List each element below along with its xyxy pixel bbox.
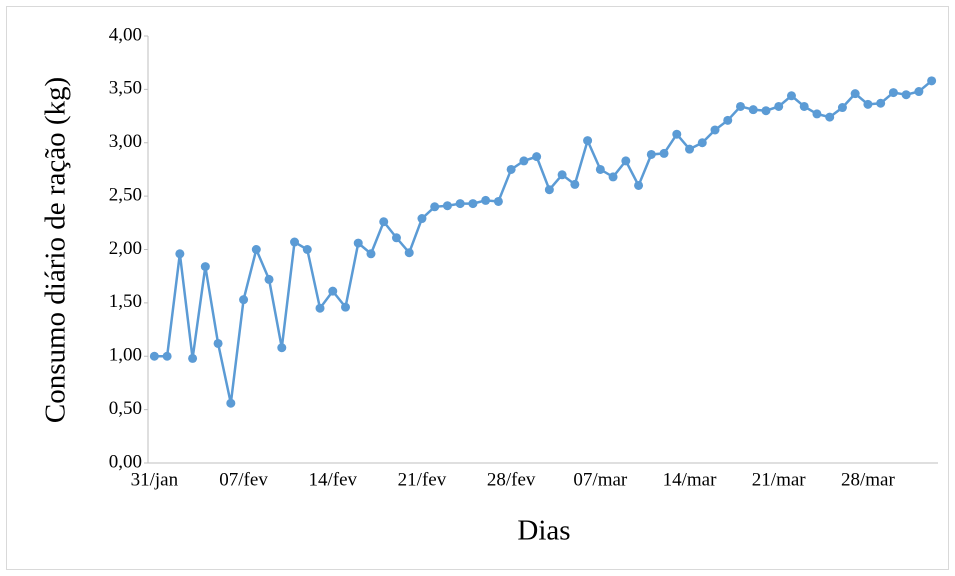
marker bbox=[608, 172, 618, 182]
marker bbox=[532, 152, 542, 162]
marker bbox=[200, 262, 210, 272]
x-tick-label: 28/mar bbox=[841, 469, 895, 490]
marker bbox=[761, 106, 771, 116]
y-tick-label: 0,00 bbox=[109, 451, 142, 472]
marker bbox=[353, 238, 363, 248]
marker bbox=[621, 156, 631, 166]
marker bbox=[901, 90, 911, 100]
marker bbox=[659, 148, 669, 158]
x-axis-title: Dias bbox=[517, 515, 570, 547]
marker bbox=[188, 353, 198, 363]
marker bbox=[863, 99, 873, 109]
chart-frame bbox=[6, 6, 949, 570]
marker bbox=[162, 351, 172, 361]
marker bbox=[417, 214, 427, 224]
marker bbox=[634, 180, 644, 190]
marker bbox=[774, 101, 784, 111]
marker bbox=[786, 91, 796, 101]
marker bbox=[544, 185, 554, 195]
marker bbox=[506, 164, 516, 174]
x-tick-label: 07/fev bbox=[219, 469, 268, 490]
marker bbox=[685, 144, 695, 154]
marker bbox=[914, 87, 924, 97]
marker bbox=[646, 149, 656, 159]
marker bbox=[723, 115, 733, 125]
y-tick-label: 1,50 bbox=[109, 291, 142, 312]
marker bbox=[404, 248, 414, 258]
marker bbox=[799, 101, 809, 111]
marker bbox=[710, 125, 720, 135]
marker bbox=[481, 195, 491, 205]
x-tick-label: 14/mar bbox=[663, 469, 717, 490]
marker bbox=[672, 129, 682, 139]
marker bbox=[251, 245, 261, 254]
marker bbox=[583, 136, 593, 146]
marker bbox=[442, 201, 452, 211]
marker bbox=[876, 98, 886, 108]
y-tick-label: 3,00 bbox=[109, 131, 142, 152]
y-tick-label: 2,50 bbox=[109, 184, 142, 205]
marker bbox=[239, 295, 249, 305]
marker bbox=[493, 196, 503, 206]
marker bbox=[302, 245, 312, 254]
marker bbox=[391, 233, 401, 243]
marker bbox=[888, 88, 898, 98]
marker bbox=[455, 199, 465, 209]
marker bbox=[837, 103, 847, 113]
marker bbox=[328, 286, 338, 296]
marker bbox=[226, 398, 236, 408]
marker bbox=[557, 170, 567, 180]
marker bbox=[315, 303, 325, 313]
marker bbox=[927, 76, 937, 86]
marker bbox=[277, 343, 287, 353]
y-axis-title: Consumo diário de ração (kg) bbox=[40, 77, 72, 423]
x-tick-label: 14/fev bbox=[308, 469, 357, 490]
marker bbox=[570, 179, 580, 189]
x-tick-label: 28/fev bbox=[487, 469, 536, 490]
marker bbox=[175, 249, 185, 259]
x-tick-label: 07/mar bbox=[573, 469, 627, 490]
marker bbox=[430, 202, 440, 212]
marker bbox=[748, 105, 758, 115]
marker bbox=[519, 156, 529, 166]
marker bbox=[379, 217, 389, 227]
marker bbox=[468, 199, 478, 209]
marker bbox=[697, 138, 707, 148]
marker bbox=[850, 89, 860, 99]
y-tick-label: 4,00 bbox=[109, 24, 142, 45]
marker bbox=[264, 274, 274, 284]
marker bbox=[341, 302, 350, 312]
y-tick-label: 1,00 bbox=[109, 345, 142, 366]
marker bbox=[366, 249, 376, 259]
marker bbox=[595, 164, 605, 174]
marker bbox=[290, 237, 300, 247]
marker bbox=[149, 351, 159, 361]
marker bbox=[825, 112, 835, 122]
x-tick-label: 21/mar bbox=[752, 469, 806, 490]
x-tick-label: 31/jan bbox=[131, 469, 179, 490]
y-tick-label: 2,00 bbox=[109, 238, 142, 259]
marker bbox=[736, 101, 745, 111]
y-tick-label: 0,50 bbox=[109, 398, 142, 419]
marker bbox=[812, 109, 822, 119]
x-tick-label: 21/fev bbox=[398, 469, 447, 490]
marker bbox=[213, 338, 223, 348]
y-tick-label: 3,50 bbox=[109, 78, 142, 99]
